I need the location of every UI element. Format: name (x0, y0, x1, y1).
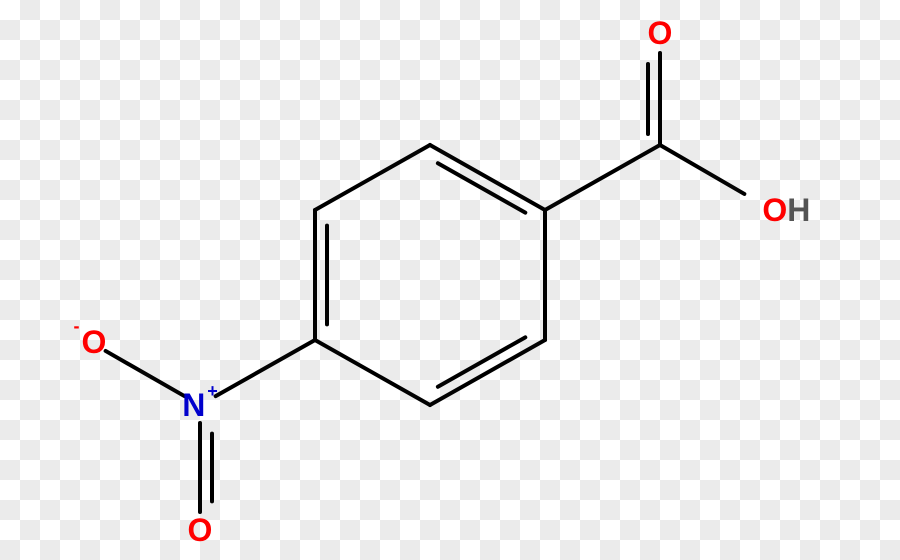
atom-n: N+ (182, 389, 218, 421)
molecule-diagram (0, 0, 900, 560)
atom-o1: O (648, 17, 673, 49)
atom-o4: O (188, 514, 213, 546)
atom-o2: OH (762, 194, 810, 226)
atom-o3: -O (74, 326, 107, 358)
